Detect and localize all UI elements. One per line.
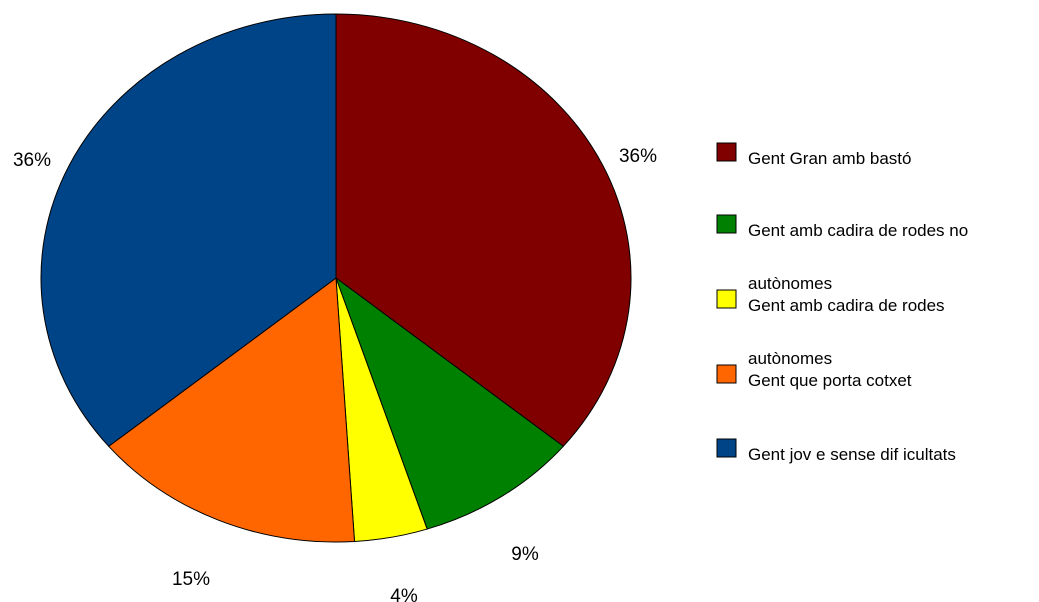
legend-swatch [716,438,737,458]
percent-label-gent-gran-amb-basto: 36% [619,146,657,167]
chart-legend: Gent Gran amb bastó Gent amb cadira de ro… [716,142,968,464]
percent-label-gent-que-porta-cotxet: 15% [172,569,210,590]
legend-swatch [716,142,737,162]
legend-item-gent-gran-amb-basto: Gent Gran amb bastó [716,142,911,168]
pie-percent-labels: 36% 9% 4% 15% 36% [13,146,657,602]
legend-swatch [716,364,737,384]
pie-slice-gent-amb-cadira-de-rodes-no-autonomes [335,277,564,530]
pie-slices [40,13,632,543]
legend-label: Gent jov e sense dif icultats [748,445,956,464]
legend-swatch [716,214,737,234]
legend-label: Gent que porta cotxet [748,371,912,390]
pie-slice-gent-que-porta-cotxet [108,277,356,543]
legend-item-gent-amb-cadira-de-rodes-no-autonomes: Gent amb cadira de rodes no autònomes [716,214,968,293]
legend-item-gent-que-porta-cotxet: Gent que porta cotxet [716,364,912,390]
legend-label: autònomes [748,349,832,368]
legend-label: Gent amb cadira de rodes [748,296,945,315]
percent-label-gent-amb-cadira-de-rodes-autonomes: 4% [390,586,418,602]
pie-slice-gent-jove-sense-dificultats [40,13,337,447]
legend-swatch [716,289,737,309]
legend-label: autònomes [748,274,832,293]
legend-item-gent-jove-sense-dificultats: Gent jov e sense dif icultats [716,438,956,464]
percent-label-gent-amb-cadira-de-rodes-no-autonomes: 9% [511,544,539,565]
pie-slice-gent-gran-amb-basto [335,13,632,447]
legend-item-gent-amb-cadira-de-rodes-autonomes: Gent amb cadira de rodes autònomes [716,289,945,368]
percent-label-gent-jove-sense-dificultats: 36% [13,150,51,171]
legend-label: Gent Gran amb bastó [748,149,911,168]
legend-label: Gent amb cadira de rodes no [748,221,968,240]
